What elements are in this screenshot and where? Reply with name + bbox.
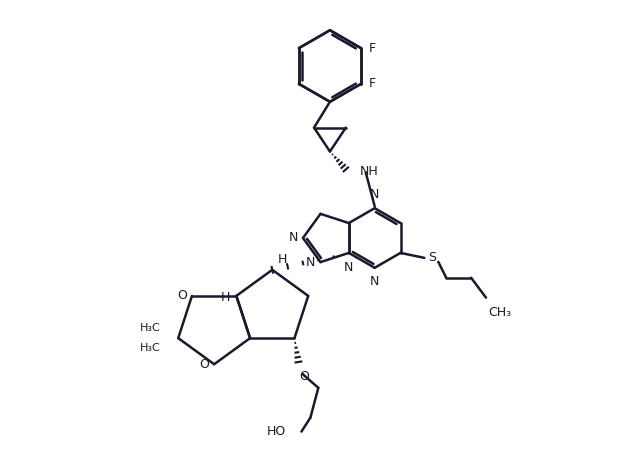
Text: H: H bbox=[221, 291, 230, 305]
Text: S: S bbox=[428, 251, 436, 264]
Text: H: H bbox=[278, 253, 287, 266]
Text: F: F bbox=[369, 42, 376, 55]
Text: HO: HO bbox=[266, 425, 285, 438]
Text: N: N bbox=[344, 261, 353, 274]
Text: N: N bbox=[370, 188, 380, 201]
Text: NH: NH bbox=[360, 165, 378, 178]
Text: O: O bbox=[177, 290, 187, 302]
Text: H₃C: H₃C bbox=[140, 323, 161, 333]
Text: N: N bbox=[289, 232, 298, 244]
Text: N: N bbox=[306, 256, 316, 269]
Text: CH₃: CH₃ bbox=[488, 306, 511, 319]
Text: F: F bbox=[369, 78, 376, 90]
Text: O: O bbox=[300, 370, 309, 383]
Text: H₃C: H₃C bbox=[140, 343, 161, 353]
Text: O: O bbox=[199, 358, 209, 371]
Text: N: N bbox=[370, 275, 380, 288]
